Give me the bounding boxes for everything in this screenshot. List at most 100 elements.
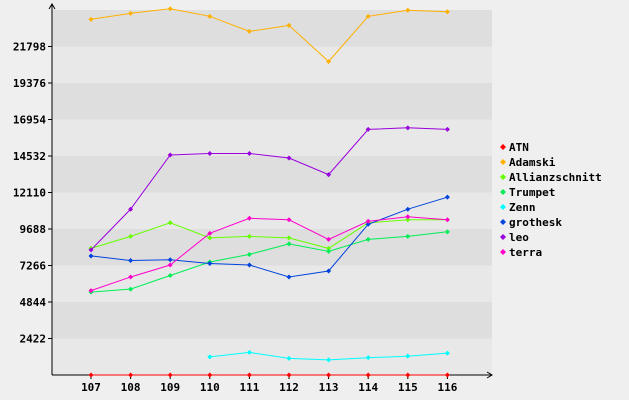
data-point xyxy=(128,274,134,280)
data-point xyxy=(326,268,332,274)
data-point xyxy=(326,357,332,363)
series-grothesk xyxy=(88,194,450,280)
y-tick-label: 21798 xyxy=(13,41,46,54)
x-tick-label: 113 xyxy=(319,381,339,394)
data-point xyxy=(286,241,292,247)
series-zenn xyxy=(207,349,450,363)
data-point xyxy=(246,215,252,221)
data-point xyxy=(286,217,292,223)
y-tick-label: 7266 xyxy=(20,260,47,273)
data-point xyxy=(365,221,371,227)
data-point xyxy=(88,247,94,253)
data-point xyxy=(365,372,371,378)
data-point xyxy=(444,217,450,223)
x-tick-label: 112 xyxy=(279,381,299,394)
data-point xyxy=(246,251,252,257)
y-tick-label: 14532 xyxy=(13,150,46,163)
data-point xyxy=(444,372,450,378)
data-point xyxy=(286,372,292,378)
series-line xyxy=(90,196,448,278)
x-tick-label: 108 xyxy=(121,381,141,394)
legend-label: Trumpet xyxy=(509,186,555,199)
data-point xyxy=(128,233,134,239)
legend-marker xyxy=(500,144,506,150)
series-line xyxy=(90,231,448,293)
data-point xyxy=(444,194,450,200)
data-point xyxy=(88,372,94,378)
grid-band xyxy=(52,156,492,193)
data-point xyxy=(88,253,94,259)
data-point xyxy=(286,235,292,241)
series-line xyxy=(90,127,448,251)
data-point xyxy=(365,355,371,361)
data-point xyxy=(444,126,450,132)
data-point xyxy=(167,220,173,226)
series-atn xyxy=(88,372,450,378)
data-point xyxy=(207,235,213,241)
legend-marker xyxy=(500,204,506,210)
data-point xyxy=(207,13,213,19)
data-point xyxy=(207,372,213,378)
series-layer xyxy=(88,6,450,378)
data-point xyxy=(444,9,450,15)
series-terra xyxy=(88,214,450,294)
data-point xyxy=(246,28,252,34)
series-leo xyxy=(88,125,450,253)
data-point xyxy=(207,260,213,266)
data-point xyxy=(128,286,134,292)
data-point xyxy=(326,248,332,254)
legend-label: Adamski xyxy=(509,156,556,169)
x-tick-label: 115 xyxy=(398,381,418,394)
y-axis-ticks: 2422 4844 7266 9688 12110 14532 16954 19376 2179… xyxy=(13,41,52,346)
legend-label: leo xyxy=(509,231,529,244)
legend-marker xyxy=(500,219,506,225)
data-point xyxy=(405,7,411,13)
x-tick-label: 116 xyxy=(437,381,457,394)
x-axis-arrow xyxy=(486,371,493,379)
grid-band xyxy=(52,83,492,120)
data-point xyxy=(286,274,292,280)
data-point xyxy=(444,350,450,356)
x-tick-label: 110 xyxy=(200,381,220,394)
x-tick-label: 109 xyxy=(160,381,180,394)
data-point xyxy=(246,233,252,239)
legend-marker xyxy=(500,234,506,240)
legend-marker xyxy=(500,159,506,165)
data-point xyxy=(405,353,411,359)
y-axis-arrow xyxy=(48,3,56,10)
data-point xyxy=(444,229,450,235)
data-point xyxy=(326,372,332,378)
y-tick-label: 12110 xyxy=(13,187,46,200)
legend-label: terra xyxy=(509,246,542,259)
legend: ATN Adamski Allianzschnitt Trumpet Zenn groth… xyxy=(500,141,602,259)
legend-label: ATN xyxy=(509,141,529,154)
y-tick-label: 2422 xyxy=(20,333,47,346)
y-tick-label: 4844 xyxy=(20,296,47,309)
data-point xyxy=(167,257,173,263)
data-point xyxy=(167,372,173,378)
data-point xyxy=(128,10,134,16)
series-line xyxy=(90,216,448,292)
data-point xyxy=(365,236,371,242)
y-tick-label: 19376 xyxy=(13,77,46,90)
data-point xyxy=(207,230,213,236)
data-point xyxy=(128,372,134,378)
series-line xyxy=(90,219,448,249)
grid-bands xyxy=(52,10,492,375)
data-point xyxy=(326,59,332,65)
data-point xyxy=(167,262,173,268)
data-point xyxy=(365,126,371,132)
data-point xyxy=(405,206,411,212)
data-point xyxy=(246,372,252,378)
data-point xyxy=(326,245,332,251)
y-tick-label: 16954 xyxy=(13,114,46,127)
legend-marker xyxy=(500,249,506,255)
legend-label: grothesk xyxy=(509,216,562,229)
data-point xyxy=(167,273,173,279)
data-point xyxy=(286,355,292,361)
series-line xyxy=(90,8,448,63)
x-tick-label: 114 xyxy=(358,381,378,394)
data-point xyxy=(326,172,332,178)
